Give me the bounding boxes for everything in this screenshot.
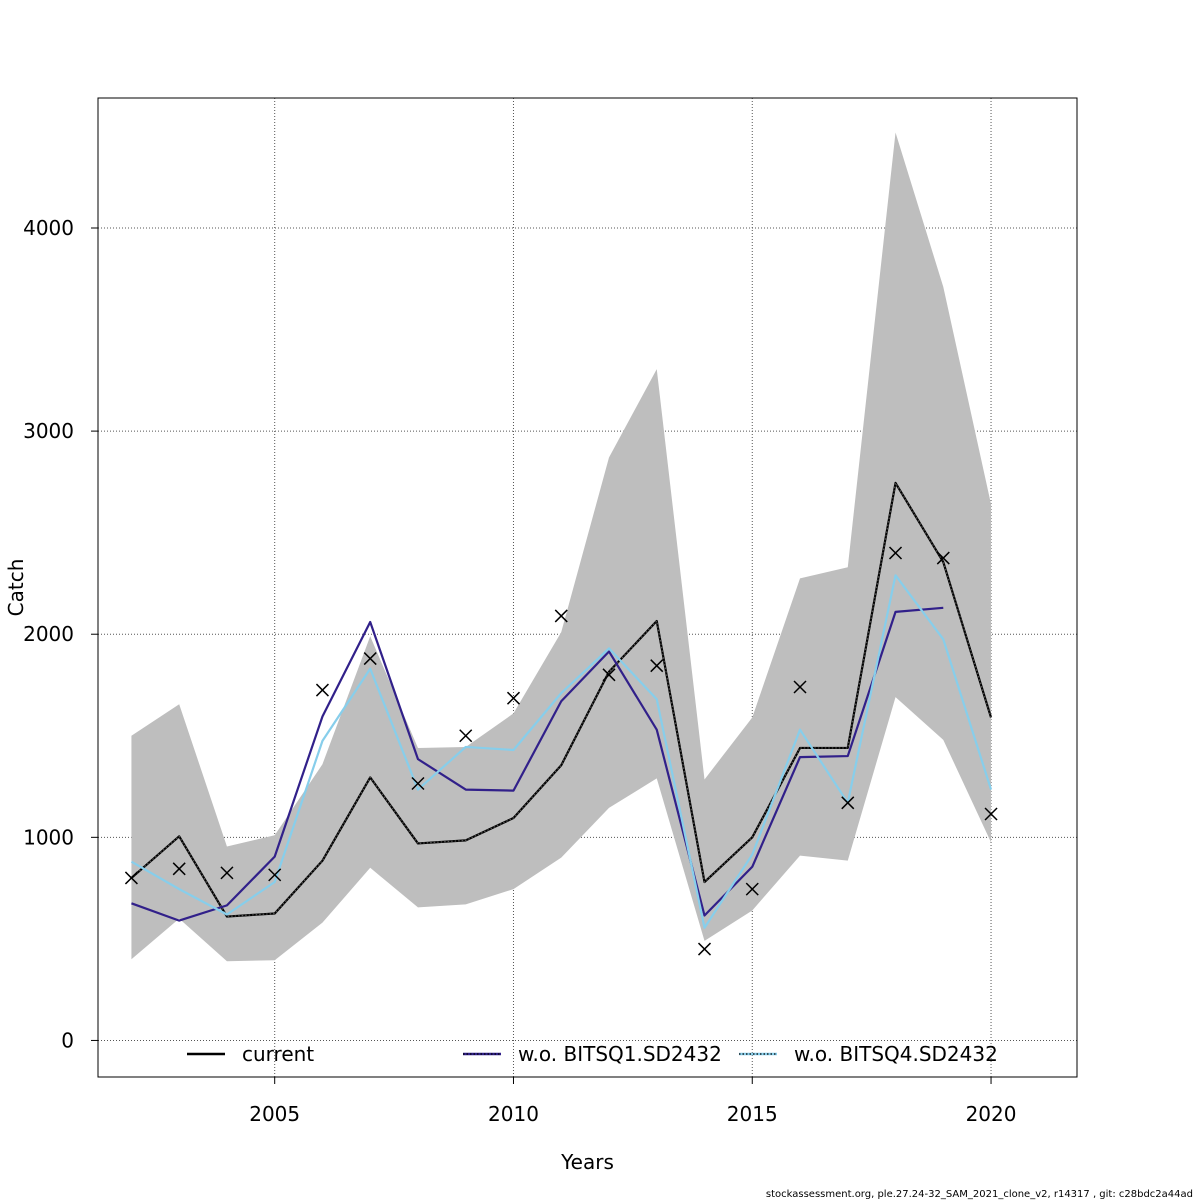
observed-marker-2016 <box>793 680 807 694</box>
legend-item-wo-bitsq1: w.o. BITSQ1.SD2432 <box>463 1042 722 1066</box>
series-line-wo-bitsq1 <box>131 606 944 922</box>
x-tick-label-2005: 2005 <box>249 1102 300 1126</box>
legend-label-current: current <box>242 1042 314 1066</box>
observed-marker-2008 <box>411 776 425 791</box>
y-tick-label-1000: 1000 <box>23 825 74 849</box>
observed-markers-layer <box>124 546 998 956</box>
observed-marker-2020 <box>984 807 998 821</box>
x-tick-label-2015: 2015 <box>727 1102 778 1126</box>
x-axis-ticks: 2005 2010 2015 2020 <box>249 1077 1016 1126</box>
observed-marker-2013 <box>650 659 664 673</box>
legend-item-current: current <box>187 1042 314 1066</box>
observed-marker-2005 <box>268 868 282 882</box>
observed-marker-2018 <box>888 546 903 560</box>
observed-marker-2009 <box>459 729 473 743</box>
y-tick-label-4000: 4000 <box>23 216 74 240</box>
observed-marker-2010 <box>506 691 521 705</box>
legend-item-wo-bitsq4: w.o. BITSQ4.SD2432 <box>739 1042 998 1066</box>
confidence-band-layer <box>131 132 992 962</box>
x-tick-label-2020: 2020 <box>966 1102 1017 1126</box>
confidence-band <box>131 132 992 962</box>
observed-marker-2019 <box>936 551 950 565</box>
observed-marker-2007 <box>363 652 377 666</box>
observed-marker-2014 <box>697 942 712 956</box>
observed-marker-2015 <box>745 882 759 896</box>
observed-marker-2012 <box>602 668 616 682</box>
y-tick-label-0: 0 <box>61 1028 74 1052</box>
observed-marker-2011 <box>554 609 568 623</box>
series-line-current <box>130 481 993 918</box>
observed-marker-2004 <box>220 866 234 880</box>
plot-frame <box>97 97 1078 1078</box>
x-axis-title: Years <box>560 1150 614 1174</box>
observed-marker-2003 <box>172 862 186 876</box>
observed-marker-2017 <box>841 796 855 810</box>
observed-marker-2006 <box>315 683 329 697</box>
legend-label-wo-bitsq1: w.o. BITSQ1.SD2432 <box>518 1042 722 1066</box>
legend-label-wo-bitsq4: w.o. BITSQ4.SD2432 <box>794 1042 998 1066</box>
y-axis-title: Catch <box>4 559 28 617</box>
legend: current w.o. BITSQ1.SD2432 w.o. BITSQ4.S… <box>187 1042 998 1066</box>
y-axis-ticks: 0 1000 2000 3000 4000 <box>23 216 98 1052</box>
observed-marker-2002 <box>124 871 138 885</box>
footer-credit: stockassessment.org, ple.27.24-32_SAM_20… <box>766 1189 1193 1200</box>
y-tick-label-3000: 3000 <box>23 419 74 443</box>
x-tick-label-2010: 2010 <box>488 1102 539 1126</box>
y-tick-label-2000: 2000 <box>23 622 74 646</box>
